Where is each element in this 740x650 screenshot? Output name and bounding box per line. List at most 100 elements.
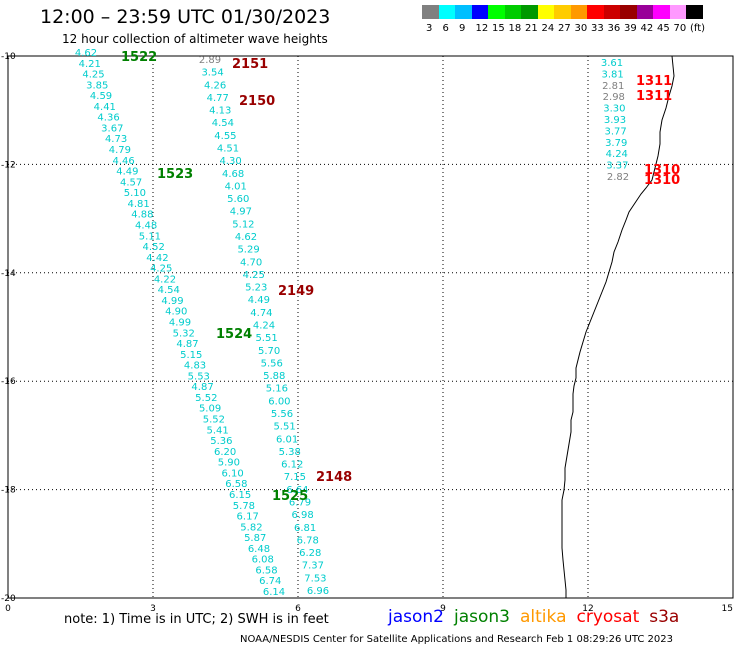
- axis-ticks: 0 3 6 9 12 15 -10 -12 -14 -16 -18 -20: [1, 52, 733, 614]
- wave-height-value: 5.12: [232, 219, 254, 230]
- wave-height-value: 4.30: [219, 156, 241, 167]
- pass-label: 1310: [644, 163, 680, 178]
- wave-height-value: 7.37: [302, 561, 324, 572]
- color-scale-label: 15: [492, 23, 505, 34]
- wave-height-value: 3.93: [604, 115, 626, 126]
- wave-height-value: 4.41: [94, 102, 116, 113]
- color-swatch: [653, 5, 670, 19]
- color-scale-label: 33: [591, 23, 604, 34]
- wave-height-value: 3.54: [201, 68, 223, 79]
- wave-height-value: 6.48: [248, 544, 270, 555]
- x-tick-label: 15: [722, 604, 733, 614]
- wave-height-value: 5.38: [279, 447, 301, 458]
- color-swatch: [537, 5, 554, 19]
- wave-height-value: 4.87: [191, 382, 213, 393]
- wave-height-value: 6.79: [289, 498, 311, 509]
- color-scale-label: 39: [624, 23, 637, 34]
- pass-label: 1522: [121, 50, 157, 65]
- wave-height-value: 5.36: [210, 436, 232, 447]
- wave-height-value: 5.52: [203, 415, 225, 426]
- wave-height-value: 4.87: [176, 339, 198, 350]
- map-frame: [7, 55, 734, 599]
- wave-height-value: 4.99: [169, 318, 191, 329]
- satellite-legend-item: jason2: [388, 607, 444, 627]
- wave-height-value: 6.14: [263, 587, 285, 598]
- wave-height-value: 6.00: [268, 396, 290, 407]
- wave-height-value: 4.25: [150, 264, 172, 275]
- pass-labels: 1522 1523 1524 1525 2151 2150 2149 2148 13111311…: [121, 50, 680, 504]
- wave-height-value: 7.15: [284, 472, 306, 483]
- pass-label: 1524: [216, 327, 252, 342]
- wave-height-value: 4.36: [97, 113, 119, 124]
- color-swatch: [669, 5, 686, 19]
- page-title: 12:00 – 23:59 UTC 01/30/2023: [40, 6, 331, 28]
- wave-height-value: 4.97: [230, 207, 252, 218]
- wave-height-value: 5.56: [271, 409, 293, 420]
- pass-label: 1525: [272, 489, 308, 504]
- wave-height-value: 4.46: [112, 156, 134, 167]
- pass-label: 2150: [239, 94, 275, 109]
- wave-height-value: 4.51: [217, 144, 239, 155]
- wave-height-value: 4.01: [225, 181, 247, 192]
- color-swatch: [471, 5, 488, 19]
- wave-height-value: 5.09: [199, 404, 221, 415]
- color-scale-label: 3: [426, 23, 433, 34]
- wave-height-value: 4.55: [214, 131, 236, 142]
- color-swatch: [438, 5, 455, 19]
- color-scale-label: 12: [475, 23, 489, 34]
- wave-height-value: 4.59: [90, 91, 112, 102]
- wave-height-value: 5.16: [266, 384, 288, 395]
- color-swatch: [686, 5, 703, 19]
- y-tick-label: -12: [1, 160, 16, 170]
- pass-label: 2148: [316, 470, 352, 485]
- wave-height-value: 4.24: [606, 149, 628, 160]
- pass-label: 1523: [157, 167, 193, 182]
- x-tick-label: 12: [582, 604, 593, 614]
- wave-height-value: 2.98: [603, 92, 625, 103]
- color-scale-label: 24: [541, 23, 555, 34]
- wave-height-value: 5.10: [124, 188, 146, 199]
- wave-height-value: 4.62: [75, 48, 97, 59]
- wave-height-value: 4.48: [135, 220, 157, 231]
- y-tick-label: -10: [1, 52, 16, 62]
- wave-height-value: 4.42: [146, 253, 168, 264]
- y-tick-label: -18: [1, 486, 16, 496]
- color-scale-label: 70: [673, 23, 687, 34]
- color-swatch: [570, 5, 587, 19]
- wave-height-value: 4.70: [240, 257, 262, 268]
- wave-height-value: 6.64: [286, 485, 308, 496]
- wave-height-value: 4.25: [82, 70, 104, 81]
- color-swatch: [521, 5, 538, 19]
- footer-note: note: 1) Time is in UTC; 2) SWH is in fe…: [64, 612, 329, 627]
- wave-height-value: 4.49: [116, 167, 138, 178]
- wave-height-value: 4.25: [243, 270, 265, 281]
- color-scale-label: 9: [459, 23, 466, 34]
- wave-height-value: 4.83: [184, 361, 206, 372]
- page-subtitle: 12 hour collection of altimeter wave hei…: [62, 32, 328, 46]
- wave-height-value: 4.22: [154, 274, 176, 285]
- wave-height-value: 3.81: [601, 69, 623, 80]
- pass-label: 1311: [636, 74, 672, 89]
- wave-height-value: 5.29: [237, 245, 259, 256]
- color-scale-label: 45: [657, 23, 670, 34]
- color-scale-label: 42: [640, 23, 654, 34]
- wave-height-value: 6.17: [237, 512, 259, 523]
- swh-tracks: 4.624.214.253.854.594.414.363.674.734.79…: [75, 48, 629, 598]
- wave-height-value: 5.78: [233, 501, 255, 512]
- coastline: [561, 55, 675, 598]
- wave-height-value: 5.56: [261, 358, 283, 369]
- satellite-legend-item: jason3: [454, 607, 510, 627]
- color-swatch: [636, 5, 653, 19]
- pass-label: 1311: [636, 89, 672, 104]
- wave-height-value: 5.51: [255, 333, 277, 344]
- wave-height-value: 5.11: [139, 231, 161, 242]
- wave-height-value: 3.77: [604, 126, 626, 137]
- wave-height-value: 4.88: [131, 210, 153, 221]
- color-scale-label: 27: [558, 23, 571, 34]
- wave-height-value: 4.81: [128, 199, 150, 210]
- x-tick-label: 0: [5, 604, 11, 614]
- color-scale-label: (ft): [690, 23, 706, 34]
- wave-height-value: 5.15: [180, 350, 202, 361]
- color-swatch: [488, 5, 505, 19]
- wave-height-value: 4.57: [120, 177, 142, 188]
